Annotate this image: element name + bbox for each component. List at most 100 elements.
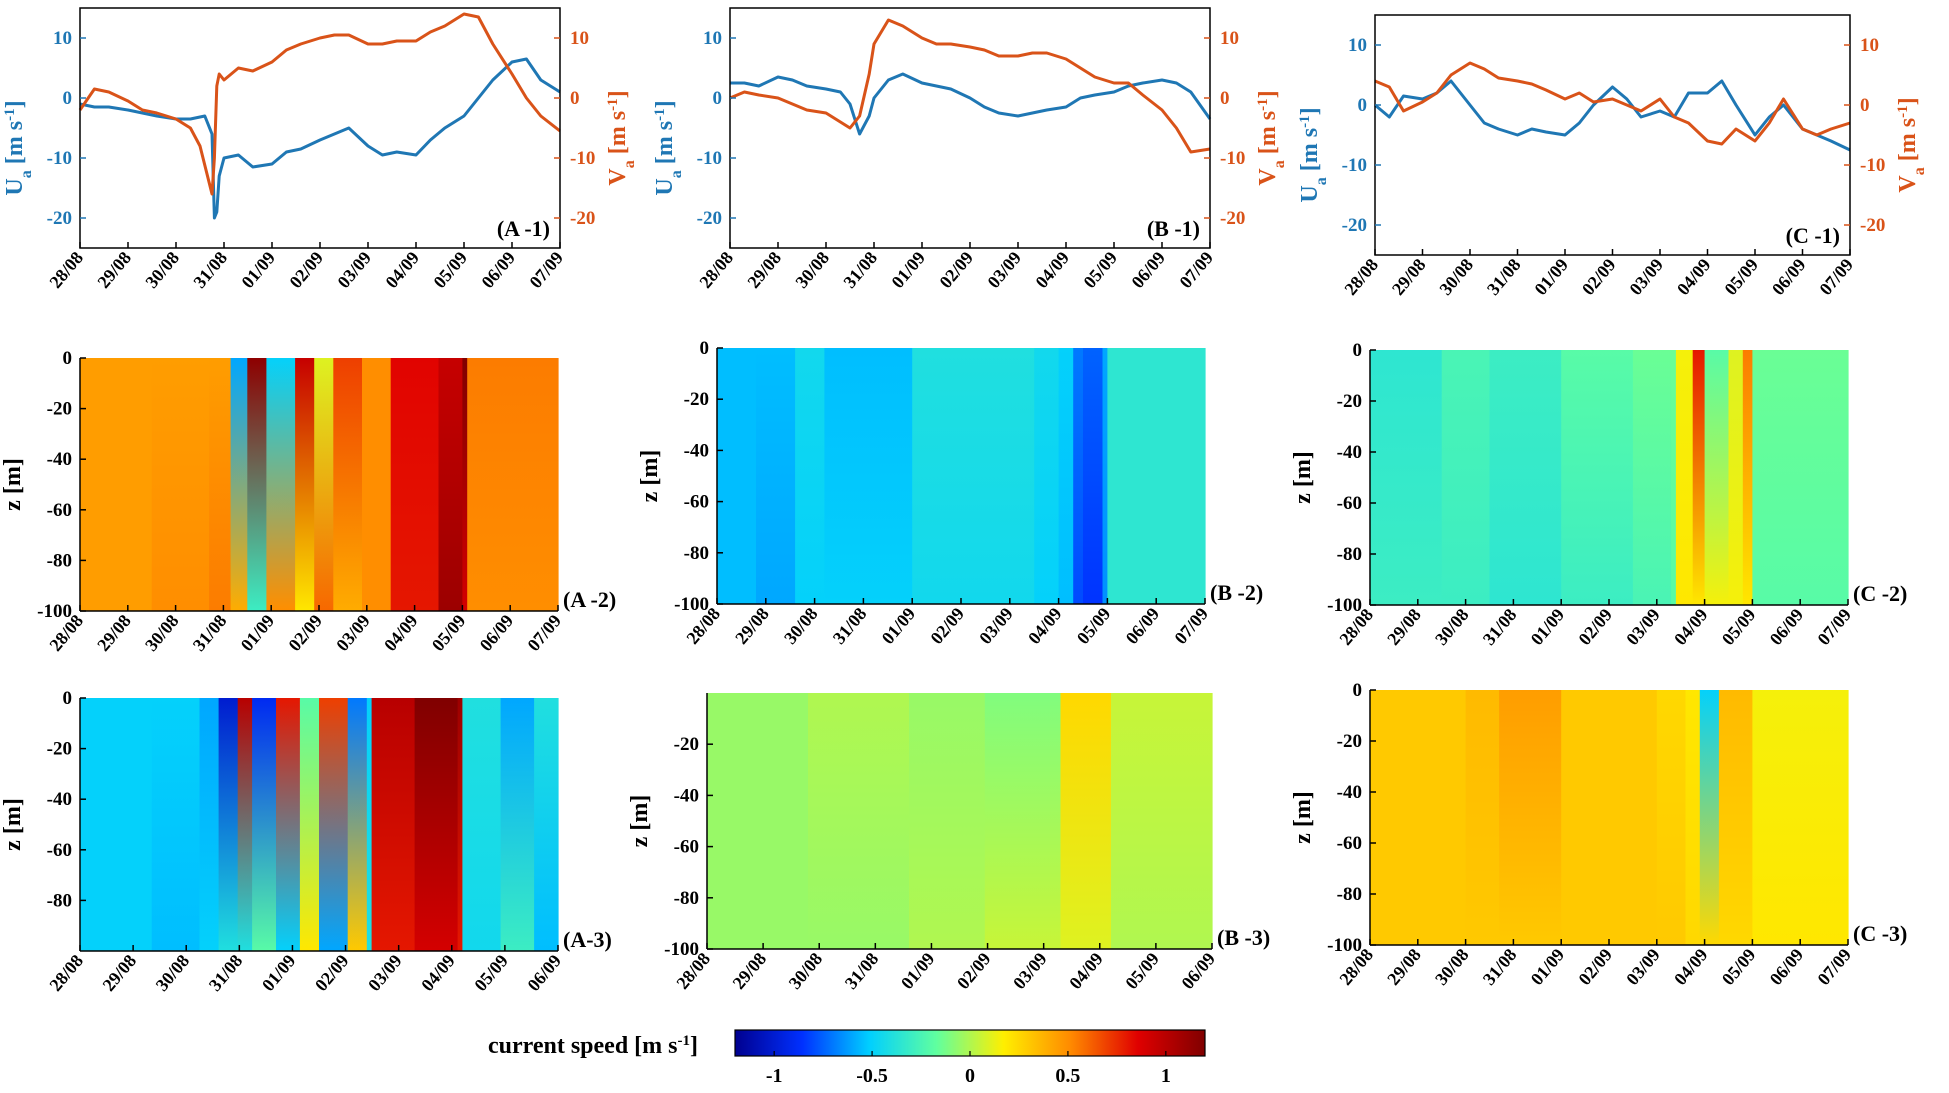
y-tick-label: -80 <box>47 550 72 571</box>
x-tick-label: 07/09 <box>1170 604 1212 648</box>
heatmap-cell <box>314 358 334 611</box>
heatmap-cell <box>1111 693 1213 949</box>
heatmap-cell <box>707 693 809 949</box>
x-tick-label: 06/09 <box>476 611 518 655</box>
y-left-axis-label-part: U <box>1297 185 1323 202</box>
y-tick-label: -100 <box>1327 595 1362 616</box>
heatmap-cell <box>333 358 363 611</box>
y-right-axis-label-part: [m s <box>1895 118 1921 161</box>
y-left-tick-label: -10 <box>697 148 722 169</box>
heatmap-cell <box>1742 350 1753 605</box>
x-tick-label: 04/09 <box>1670 605 1712 649</box>
y-tick-label: -80 <box>1337 544 1362 565</box>
y-tick-label: -80 <box>47 890 72 911</box>
x-tick-label: 30/08 <box>1431 945 1473 989</box>
y-right-tick-label: 0 <box>1860 95 1870 116</box>
heatmap-cell <box>984 693 1062 949</box>
z-axis-label: z [m] <box>1290 791 1316 844</box>
axes-box <box>79 7 561 249</box>
y-right-axis-label: Va [m s-1] <box>1895 97 1928 192</box>
x-tick-label: 05/09 <box>429 248 471 292</box>
x-tick-label: 31/08 <box>1479 945 1521 989</box>
colorbar-tick-label: 1 <box>1161 1065 1171 1087</box>
x-tick-label: 05/09 <box>470 951 512 995</box>
heatmap-cell <box>218 698 239 951</box>
x-tick-label: 07/09 <box>1813 945 1855 989</box>
y-tick-label: -100 <box>37 601 72 622</box>
x-tick-label: 03/09 <box>364 951 406 995</box>
heatmap-cell <box>276 698 301 951</box>
x-tick-label: 03/09 <box>332 611 374 655</box>
x-tick-label: 04/09 <box>1065 949 1107 993</box>
y-tick-label: -60 <box>47 840 72 861</box>
x-tick-label: 02/09 <box>284 611 326 655</box>
y-left-tick-label: 10 <box>703 28 722 49</box>
x-tick-label: 02/09 <box>926 604 968 648</box>
y-left-axis-label-part: U <box>652 178 678 195</box>
heatmap-cell <box>1752 350 1849 605</box>
x-tick-label: 05/09 <box>1718 605 1760 649</box>
x-tick-label: 03/09 <box>333 248 375 292</box>
x-tick-label: 02/09 <box>311 951 353 995</box>
y-left-axis-label-part: -1 <box>2 108 18 121</box>
y-right-tick-label: 0 <box>1220 88 1230 109</box>
y-tick-label: -80 <box>1337 884 1362 905</box>
heatmap-cell <box>717 348 757 604</box>
heatmap-cell <box>1060 693 1112 949</box>
x-tick-label: 31/08 <box>205 951 247 995</box>
x-tick-label: 30/08 <box>791 248 833 292</box>
heatmap-cell <box>151 698 201 951</box>
heatmap-cell <box>1102 348 1108 604</box>
x-tick-label: 01/09 <box>878 604 920 648</box>
colorbar-tick-label: 0.5 <box>1055 1065 1080 1087</box>
heatmap-cell <box>366 698 373 951</box>
x-tick-label: 04/09 <box>381 248 423 292</box>
x-tick-label: 01/09 <box>258 951 300 995</box>
x-tick-label: 29/08 <box>93 611 135 655</box>
y-left-axis-label-part: ] <box>652 100 678 108</box>
x-tick-label: 28/08 <box>695 248 737 292</box>
heatmap-cell <box>362 358 392 611</box>
x-tick-label: 31/08 <box>841 949 883 993</box>
y-tick-label: -60 <box>1337 833 1362 854</box>
y-left-axis-label-part: [m s <box>2 121 28 164</box>
heatmap-cell <box>319 698 349 951</box>
y-tick-label: -20 <box>684 389 709 410</box>
heatmap-cell <box>1752 690 1849 945</box>
x-tick-label: 02/09 <box>1574 945 1616 989</box>
x-tick-label: 06/09 <box>1122 604 1164 648</box>
y-right-axis-label: Va [m s-1] <box>1255 90 1288 185</box>
heatmap-cell <box>909 693 986 949</box>
y-left-axis-label-part: -1 <box>1297 115 1313 128</box>
y-right-tick-label: -10 <box>570 148 595 169</box>
heatmap-cell <box>237 698 253 951</box>
panel-label: (A -2) <box>563 587 616 612</box>
panel-label: (B -3) <box>1217 925 1270 950</box>
heatmap-cell <box>209 358 232 611</box>
heatmap-cell <box>1656 690 1687 945</box>
x-tick-label: 05/09 <box>1073 604 1115 648</box>
x-tick-label: 07/09 <box>1815 255 1857 299</box>
x-tick-label: 02/09 <box>1578 255 1620 299</box>
z-axis-label: z [m] <box>0 458 26 511</box>
y-tick-label: -20 <box>1337 731 1362 752</box>
x-tick-label: 29/08 <box>1388 255 1430 299</box>
panel-label: (A -1) <box>497 216 550 241</box>
y-tick-label: -80 <box>674 888 699 909</box>
heatmap-cell <box>1034 348 1060 604</box>
y-tick-label: -40 <box>1337 782 1362 803</box>
series-va-line <box>1374 61 1851 146</box>
x-tick-label: 30/08 <box>780 604 822 648</box>
y-right-axis-label-part: -1 <box>605 98 621 111</box>
x-tick-label: 06/09 <box>1766 945 1808 989</box>
y-tick-label: -80 <box>684 543 709 564</box>
x-tick-label: 01/09 <box>1530 255 1572 299</box>
x-tick-label: 30/08 <box>1435 255 1477 299</box>
series-ua-line <box>79 57 561 220</box>
